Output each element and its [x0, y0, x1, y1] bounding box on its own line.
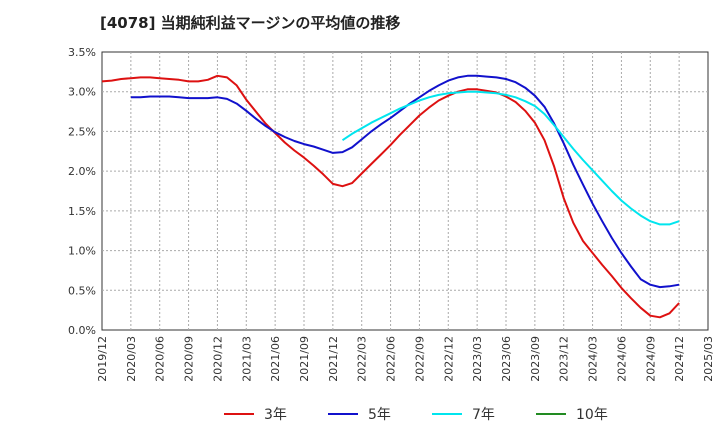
- legend-label: 7年: [472, 407, 495, 423]
- grid-layer: [101, 51, 709, 331]
- plot-frame: [101, 51, 709, 331]
- x-tick-label: 2020/09: [183, 336, 196, 382]
- x-tick-label: 2024/06: [615, 336, 628, 382]
- series-line-1: [101, 74, 680, 319]
- x-tick-label: 2025/03: [702, 336, 715, 382]
- x-tick-label: 2021/09: [298, 336, 311, 382]
- x-tick-label: 2020/06: [154, 336, 167, 382]
- x-tick-label: 2022/06: [385, 336, 398, 382]
- axis-layer: 0.0% 0.5% 1.0% 1.5% 2.0% 2.5% 3.0% 3.5% 2019/12 2…: [68, 46, 715, 382]
- y-tick-label: 2.5%: [68, 125, 96, 138]
- x-tick-label: 2022/12: [442, 336, 455, 382]
- legend: 3年 5年 7年 10年: [224, 407, 608, 423]
- y-tick-label: 1.0%: [68, 245, 96, 258]
- series-line-3: [341, 90, 680, 226]
- x-tick-label: 2019/12: [96, 336, 109, 382]
- x-tick-label: 2024/09: [644, 336, 657, 382]
- x-tick-label: 2023/06: [500, 336, 513, 382]
- x-tick-label: 2021/03: [240, 336, 253, 382]
- y-tick-label: 0.5%: [68, 284, 96, 297]
- y-tick-label: 2.0%: [68, 165, 96, 178]
- x-tick-label: 2024/03: [587, 336, 600, 382]
- x-tick-label: 2021/12: [327, 336, 340, 382]
- x-tick-label: 2024/12: [673, 336, 686, 382]
- legend-label: 10年: [576, 407, 608, 423]
- x-tick-label: 2020/03: [125, 336, 138, 382]
- legend-label: 5年: [368, 407, 391, 423]
- x-tick-label: 2021/06: [269, 336, 282, 382]
- chart-title: [4078] 当期純利益マージンの平均値の推移: [100, 14, 401, 32]
- x-tick-label: 2023/09: [529, 336, 542, 382]
- y-tick-label: 3.5%: [68, 46, 96, 59]
- series-layer: [101, 74, 680, 319]
- x-tick-label: 2023/12: [558, 336, 571, 382]
- y-tick-label: 1.5%: [68, 205, 96, 218]
- legend-label: 3年: [264, 407, 287, 423]
- x-tick-label: 2022/09: [413, 336, 426, 382]
- y-tick-label: 3.0%: [68, 86, 96, 99]
- y-tick-label: 0.0%: [68, 324, 96, 337]
- x-tick-label: 2020/12: [211, 336, 224, 382]
- x-tick-label: 2022/03: [356, 336, 369, 382]
- x-tick-label: 2023/03: [471, 336, 484, 382]
